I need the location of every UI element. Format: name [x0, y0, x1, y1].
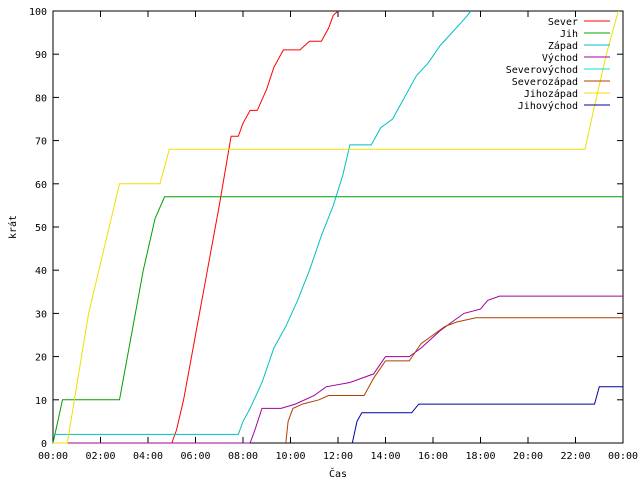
y-tick-label: 40 — [35, 266, 47, 277]
x-tick-label: 08:00 — [228, 451, 258, 462]
x-tick-label: 16:00 — [418, 451, 448, 462]
legend-label: Sever — [548, 17, 578, 28]
legend-label: Severozápad — [512, 76, 578, 88]
y-tick-label: 60 — [35, 180, 47, 191]
x-tick-label: 18:00 — [465, 451, 495, 462]
x-tick-label: 10:00 — [275, 451, 305, 462]
legend-label: Jihozápad — [524, 88, 578, 100]
x-tick-label: 14:00 — [370, 451, 400, 462]
x-tick-label: 20:00 — [513, 451, 543, 462]
legend-label: Severovýchod — [506, 64, 578, 76]
y-tick-label: 100 — [29, 7, 47, 18]
y-tick-label: 10 — [35, 396, 47, 407]
legend-label: Jihovýchod — [518, 100, 578, 112]
legend-label: Západ — [548, 40, 578, 52]
series-line-6 — [53, 10, 619, 444]
y-tick-label: 30 — [35, 309, 47, 320]
legend-label: Jih — [560, 29, 578, 40]
y-axis-label: krát — [7, 215, 19, 239]
y-tick-label: 20 — [35, 353, 47, 364]
y-tick-label: 80 — [35, 93, 47, 104]
x-tick-label: 02:00 — [85, 451, 115, 462]
x-axis-label: Čas — [329, 467, 347, 480]
x-tick-label: 00:00 — [608, 451, 638, 462]
y-axis: 0 10 20 30 40 50 60 70 80 90 100 — [29, 7, 623, 450]
legend: SeverJihZápadVýchodSeverovýchodSeverozáp… — [506, 17, 610, 112]
series-line-7 — [351, 386, 623, 444]
x-tick-label: 00:00 — [38, 451, 68, 462]
series-line-1 — [52, 196, 623, 444]
series-line-2 — [53, 10, 472, 435]
y-tick-label: 0 — [41, 439, 47, 450]
x-axis: 00:00 02:00 04:00 06:00 08:00 10:00 12:00 14:00… — [38, 11, 638, 462]
y-tick-label: 70 — [35, 137, 47, 148]
series-line-0 — [53, 10, 339, 444]
x-tick-label: 06:00 — [180, 451, 210, 462]
series-lines — [52, 10, 623, 444]
series-line-5 — [285, 317, 623, 444]
series-line-3 — [53, 295, 623, 444]
plot-area — [52, 10, 624, 444]
x-tick-label: 04:00 — [133, 451, 163, 462]
y-tick-label: 90 — [35, 50, 47, 61]
y-tick-label: 50 — [35, 223, 47, 234]
legend-label: Východ — [542, 52, 578, 64]
x-tick-label: 22:00 — [560, 451, 590, 462]
x-tick-label: 12:00 — [323, 451, 353, 462]
